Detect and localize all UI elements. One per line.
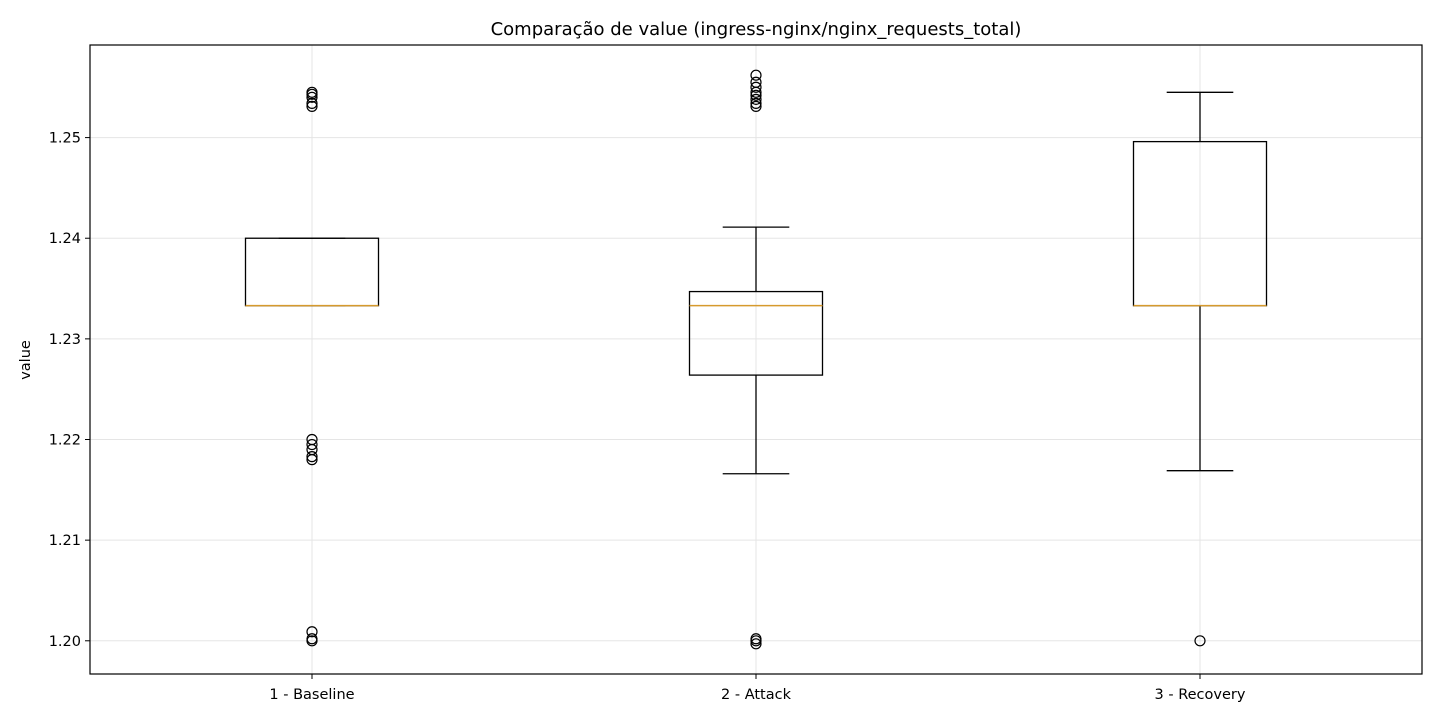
boxes-group: [244, 69, 1268, 650]
outlier-point: [306, 88, 318, 100]
box-1: [244, 86, 380, 647]
outlier-point: [306, 438, 318, 451]
chart-title: Comparação de value (ingress-nginx/nginx…: [491, 19, 1022, 40]
outlier-point: [750, 638, 762, 650]
x-tick-label: 2 - Attack: [721, 687, 792, 703]
outlier-point: [306, 454, 318, 466]
outlier-point: [750, 100, 762, 112]
x-tick-label: 3 - Recovery: [1155, 687, 1246, 703]
y-tick-label: 1.21: [49, 533, 81, 549]
x-tick-label: 1 - Baseline: [269, 687, 354, 703]
outlier-point: [750, 81, 762, 93]
outlier-point: [750, 635, 762, 647]
outlier-point: [306, 100, 318, 112]
outlier-point: [750, 97, 762, 109]
outlier-point: [750, 89, 762, 101]
outlier-point: [306, 91, 318, 103]
outlier-point: [306, 626, 318, 638]
outlier-point: [750, 69, 762, 81]
box-2: [688, 69, 824, 650]
iqr-box: [688, 290, 824, 376]
y-tick-label: 1.23: [49, 332, 81, 348]
box-3: [1132, 91, 1268, 647]
outlier-point: [750, 93, 762, 105]
y-tick-label: 1.20: [49, 634, 81, 650]
outlier-point: [306, 451, 318, 463]
y-tick-label: 1.24: [49, 231, 81, 247]
outlier-point: [306, 635, 318, 647]
outlier-point: [750, 86, 762, 98]
outlier-point: [306, 97, 318, 109]
y-tick-label: 1.25: [49, 131, 81, 147]
y-axis-label: value: [18, 340, 34, 380]
x-axis: 1 - Baseline 2 - Attack 3 - Recovery: [269, 674, 1246, 703]
outlier-point: [1194, 635, 1206, 647]
y-axis: 1.20 1.21 1.22 1.23 1.24 1.25: [49, 131, 90, 650]
y-tick-label: 1.22: [49, 433, 81, 449]
